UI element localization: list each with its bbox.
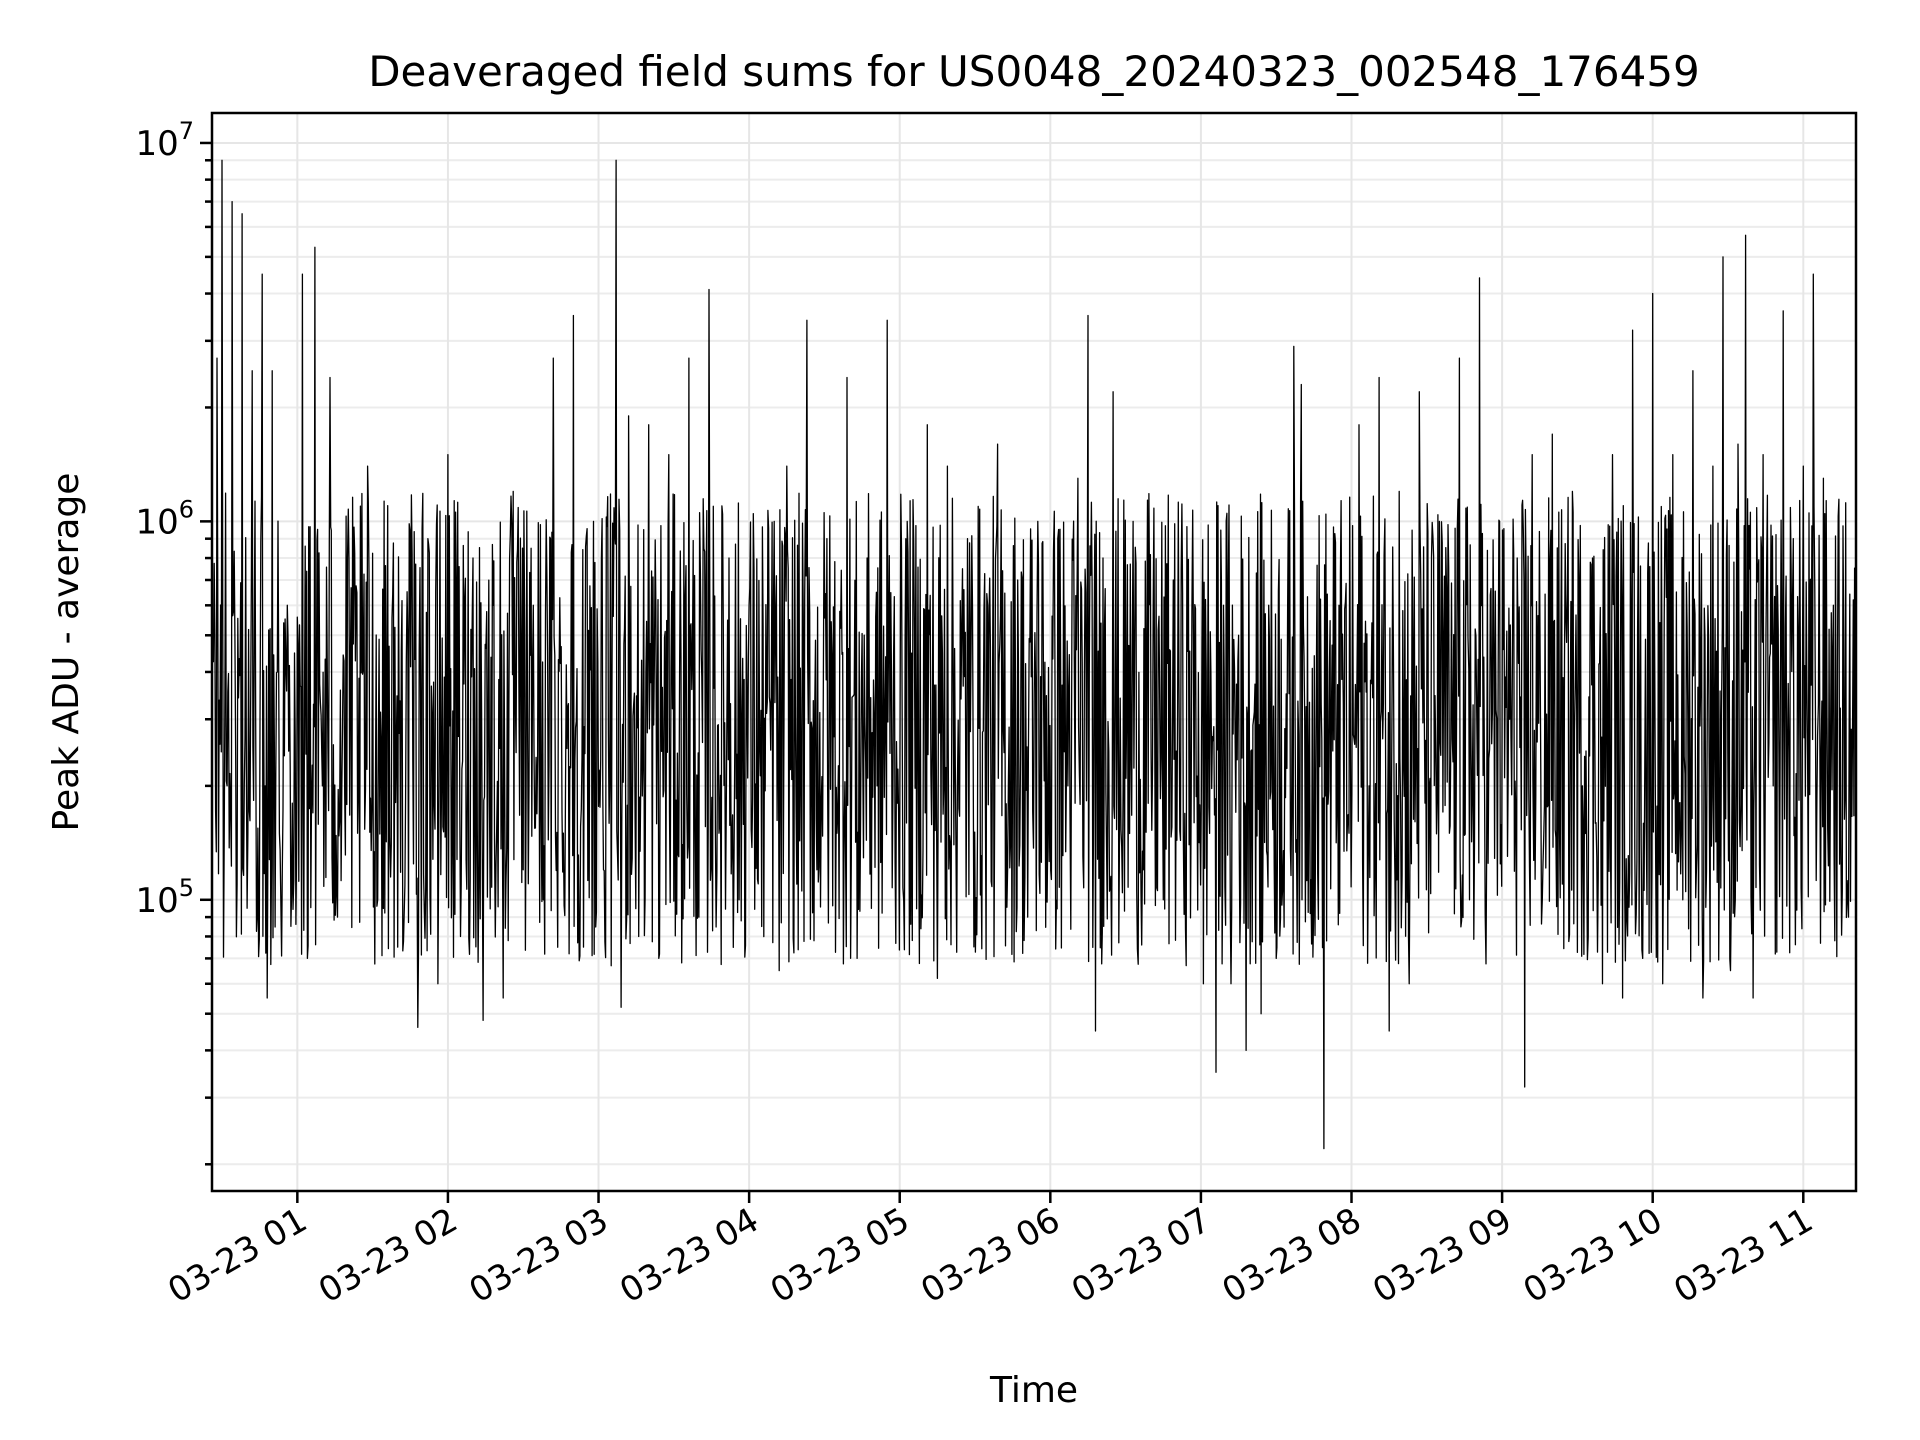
- plot-frame: [210, 111, 1858, 1193]
- series-line: [211, 159, 1857, 1150]
- y-tick-label: 106: [135, 495, 194, 542]
- y-axis-label: Peak ADU - average: [46, 473, 87, 832]
- chart-title: Deaveraged field sums for US0048_2024032…: [368, 47, 1700, 96]
- y-tick-label: 107: [135, 117, 194, 164]
- series-layer: [211, 159, 1857, 1150]
- x-axis-label: Time: [989, 1370, 1078, 1411]
- y-tick-label: 105: [135, 874, 194, 921]
